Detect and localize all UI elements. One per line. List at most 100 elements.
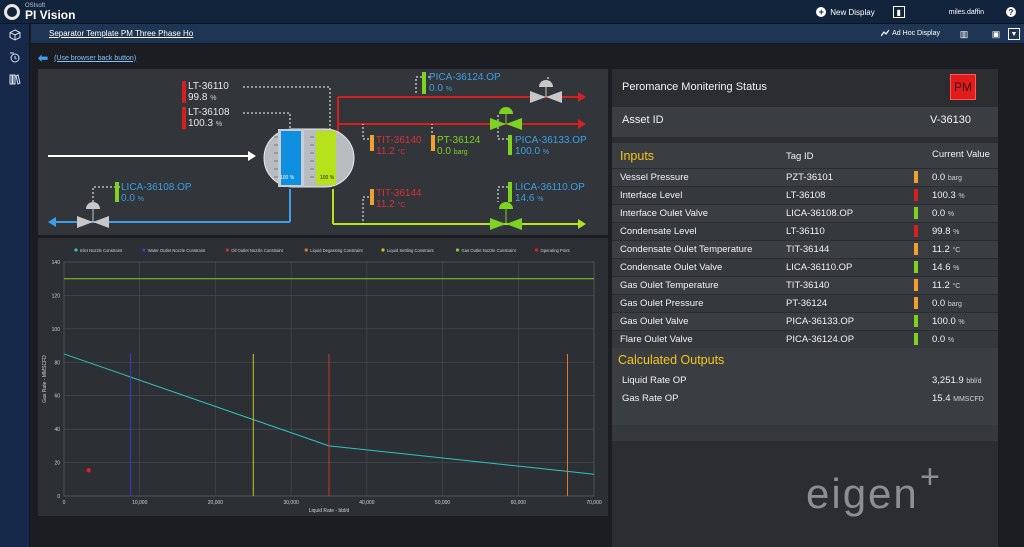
inputs-heading: Inputs [620,149,655,163]
columns-icon[interactable]: ▥ [959,28,969,39]
output-row [612,373,998,391]
new-display-button[interactable]: + New Display [816,7,875,17]
input-tag-id: PZT-36101 [786,172,833,183]
input-status-bar [914,171,918,183]
input-value: 14.6 % [932,262,960,273]
pica-36133-bar [508,135,512,155]
tit-36140-bar [370,135,374,151]
input-row [612,223,998,240]
input-row [612,259,998,276]
input-name: Flare Oulet Valve [620,334,693,345]
input-value: 0.0 % [932,208,955,219]
tag-lt-36108[interactable]: LT-36108 100.3 % [188,107,230,129]
history-icon[interactable] [0,46,30,68]
input-name: Condensate Oulet Valve [620,262,723,273]
output-row [612,391,998,409]
input-row [612,313,998,330]
output-value: 15.4 MMSCFD [932,393,984,404]
tit-36144-bar [370,189,374,205]
library-icon[interactable] [0,68,30,90]
save-icon[interactable]: ▣ [991,28,1001,39]
x-tick-label: 60,000 [511,500,527,506]
input-name: Gas Oulet Temperature [620,280,719,291]
input-row [612,277,998,294]
plus-circle-icon: + [816,7,827,17]
interface-level-fill [281,131,301,185]
condensate-level-fill [316,131,336,185]
brand-company: OSIsoft [25,2,46,9]
input-status-bar [914,207,918,219]
y-tick-label: 120 [52,293,61,299]
input-tag-id: PICA-36124.OP [786,334,855,345]
sidebar [0,24,30,547]
gas-valve-icon[interactable] [490,107,522,130]
tag-lica-36110-op[interactable]: LICA-36110.OP 14.6 % [515,182,585,204]
y-tick-label: 100 [52,327,61,333]
back-link[interactable]: ⬅ (Use browser back button) [38,51,136,65]
eigen-logo: eigen [806,470,919,517]
ad-hoc-display-button[interactable]: Ad Hoc Display [881,29,940,37]
cube-icon[interactable] [0,24,30,46]
legend-label: Liquid Settling Constraint [387,248,434,253]
lica-36108-bar [115,182,119,202]
input-value: 100.3 % [932,190,965,201]
back-arrow-icon: ⬅ [38,51,49,65]
dropdown-arrow-icon[interactable]: ▼ [1008,28,1020,40]
input-tag-id: LICA-36108.OP [786,208,854,219]
tag-pica-36124-op[interactable]: PICA-36124.OP 0.0 % [429,72,501,94]
water-valve-icon[interactable] [77,202,109,228]
breadcrumb[interactable]: Separator Template PM Three Phase Ho [49,29,194,38]
ad-hoc-label: Ad Hoc Display [892,29,940,37]
y-tick-label: 80 [54,360,60,366]
tag-tit-36144[interactable]: TIT-36144 11.2 °C [376,188,422,210]
display-header: Separator Template PM Three Phase Ho Ad … [31,24,1024,44]
process-diagram: LT-36110 99.8 % LT-36108 100.3 % PICA-3612… [38,69,608,235]
status-title: Peromance Monitering Status [622,81,767,93]
asset-label: Asset ID [622,114,664,126]
y-axis-label: Gas Rate - MMSCFD [42,355,48,403]
input-name: Interface Level [620,190,683,201]
asset-row [612,107,998,137]
input-value: 11.2 °C [932,244,961,255]
brand[interactable]: OSIsoft PI Vision [4,3,75,21]
input-value: 100.0 % [932,316,965,327]
toolbar-window-icon[interactable]: ▮ [892,6,905,18]
input-name: Interface Oulet Valve [620,208,709,219]
legend-label: Liquid Degassing Constraint [310,248,363,253]
input-tag-id: PICA-36133.OP [786,316,855,327]
tag-lica-36108-op[interactable]: LICA-36108.OP 0.0 % [121,182,192,204]
pm-status-badge[interactable]: PM [950,74,976,100]
current-value-header: Current Value [932,149,990,160]
x-tick-label: 30,000 [283,500,299,506]
y-tick-label: 40 [54,427,60,433]
input-tag-id: LT-36108 [786,190,826,201]
legend-marker [74,248,78,252]
condensate-level-readout: 100 % [320,175,335,181]
x-tick-label: 50,000 [435,500,451,506]
input-value: 0.0 barg [932,298,962,309]
help-icon[interactable]: ? [1006,7,1016,17]
operating-point-marker [86,468,91,473]
legend-label: Gas Outlet Nozzle Constraint [462,248,517,253]
lica-36110-bar [508,182,512,202]
legend-marker [455,248,460,252]
input-row [612,187,998,204]
input-tag-id: PT-36124 [786,298,828,309]
output-name: Gas Rate OP [622,393,679,404]
input-value: 0.0 barg [932,172,962,183]
tag-pica-36133-op[interactable]: PICA-36133.OP 100.0 % [515,135,587,157]
legend-label: Water Outlet Nozzle Constraint [148,248,206,253]
tag-tit-36140[interactable]: TIT-36140 11.2 °C [376,135,422,157]
trend-icon [881,29,890,37]
legend-marker [225,248,229,252]
condensate-valve-icon[interactable] [490,202,522,230]
flare-valve-icon[interactable] [530,80,562,103]
lt-36108-bar [182,107,186,129]
status-panel: Peromance Monitering Status Asset ID V-3… [612,69,998,547]
tag-pt-36124[interactable]: PT-36124 0.0 barg [437,135,481,157]
tag-lt-36110[interactable]: LT-36110 99.8 % [188,81,229,103]
user-name[interactable]: miles.daffin [948,8,984,16]
lt-36110-bar [182,81,186,103]
interface-level-readout: 100 % [280,175,295,181]
output-value: 3,251.9 bbl/d [932,375,982,386]
